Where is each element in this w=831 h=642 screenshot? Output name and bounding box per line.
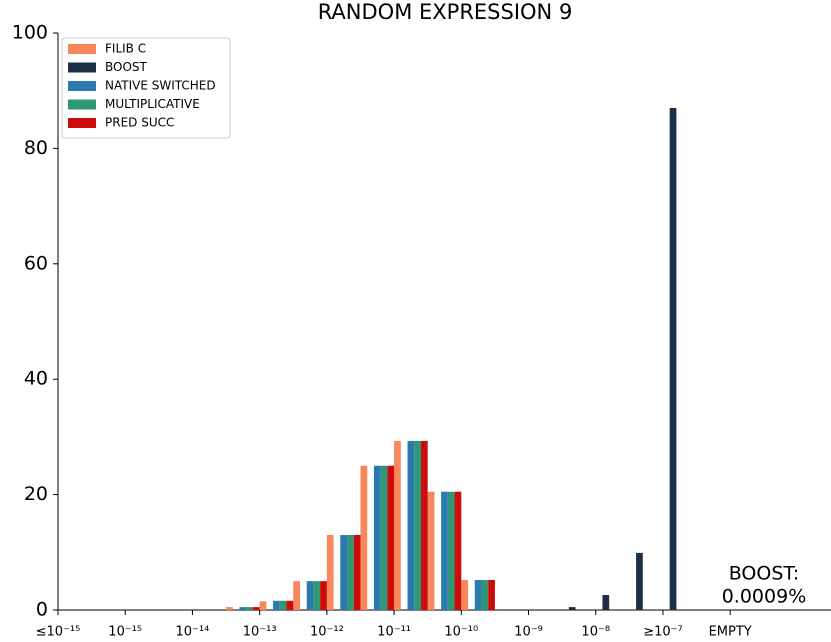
bar xyxy=(394,440,401,610)
bar xyxy=(353,534,361,610)
bar xyxy=(414,440,421,610)
x-tick-label: 10⁻¹⁴ xyxy=(176,625,210,640)
bar xyxy=(407,440,415,610)
bar xyxy=(259,601,267,610)
bar xyxy=(340,534,348,610)
bar xyxy=(420,440,428,610)
bar xyxy=(454,491,462,610)
bar xyxy=(246,607,253,610)
y-tick-label: 40 xyxy=(24,368,48,390)
bar xyxy=(226,607,233,610)
x-tick-label: 10⁻¹¹ xyxy=(377,625,411,640)
annotation: BOOST: xyxy=(729,563,800,585)
x-tick-label: 10⁻¹⁵ xyxy=(108,625,142,640)
x-tick-label: ≤10⁻¹⁵ xyxy=(36,625,81,640)
bar xyxy=(286,600,294,610)
bar xyxy=(306,581,314,610)
legend-box xyxy=(61,37,231,139)
bar xyxy=(252,607,260,610)
y-tick-label: 60 xyxy=(24,252,48,274)
bar xyxy=(447,491,455,610)
bar xyxy=(387,465,395,610)
bar xyxy=(441,491,448,610)
legend-swatch xyxy=(68,118,96,128)
x-tick-label: EMPTY xyxy=(709,625,752,640)
x-tick-label: 10⁻⁸ xyxy=(581,625,610,640)
x-tick-label: 10⁻⁹ xyxy=(514,625,543,640)
bar xyxy=(481,579,489,610)
bar xyxy=(326,534,334,610)
bar xyxy=(279,600,287,610)
bar xyxy=(360,465,368,610)
x-tick-label: ≥10⁻⁷ xyxy=(643,625,683,640)
legend-swatch xyxy=(68,44,96,54)
chart-title: RANDOM EXPRESSION 9 xyxy=(318,0,573,24)
y-tick-label: 20 xyxy=(24,483,48,505)
annotation: 0.0009% xyxy=(722,586,807,608)
bar xyxy=(347,534,354,610)
bar xyxy=(461,579,469,610)
bar xyxy=(293,581,300,610)
bar xyxy=(380,465,388,610)
bar xyxy=(669,108,677,610)
legend-label: PRED SUCC xyxy=(105,116,174,130)
legend-swatch xyxy=(68,99,96,110)
bar xyxy=(602,594,610,610)
legend-label: FILIB C xyxy=(105,42,146,56)
legend-swatch xyxy=(68,81,96,91)
bar xyxy=(373,465,381,610)
legend-swatch xyxy=(68,62,96,73)
bar xyxy=(273,600,280,610)
bar xyxy=(320,581,327,610)
legend-label: BOOST xyxy=(105,60,148,74)
x-tick-label: 10⁻¹³ xyxy=(243,625,277,640)
x-tick-label: 10⁻¹⁰ xyxy=(444,625,478,640)
bar xyxy=(488,579,495,610)
bar xyxy=(313,581,321,610)
bar xyxy=(568,607,576,610)
x-tick-label: 10⁻¹² xyxy=(310,625,344,640)
bar xyxy=(474,579,482,610)
legend-label: MULTIPLICATIVE xyxy=(105,97,200,111)
legend-label: NATIVE SWITCHED xyxy=(105,79,216,93)
y-tick-label: 100 xyxy=(12,22,48,44)
y-tick-label: 80 xyxy=(24,137,48,159)
y-tick-label: 0 xyxy=(36,599,48,621)
bar xyxy=(427,491,435,610)
bar xyxy=(239,607,247,610)
bar xyxy=(636,552,643,610)
